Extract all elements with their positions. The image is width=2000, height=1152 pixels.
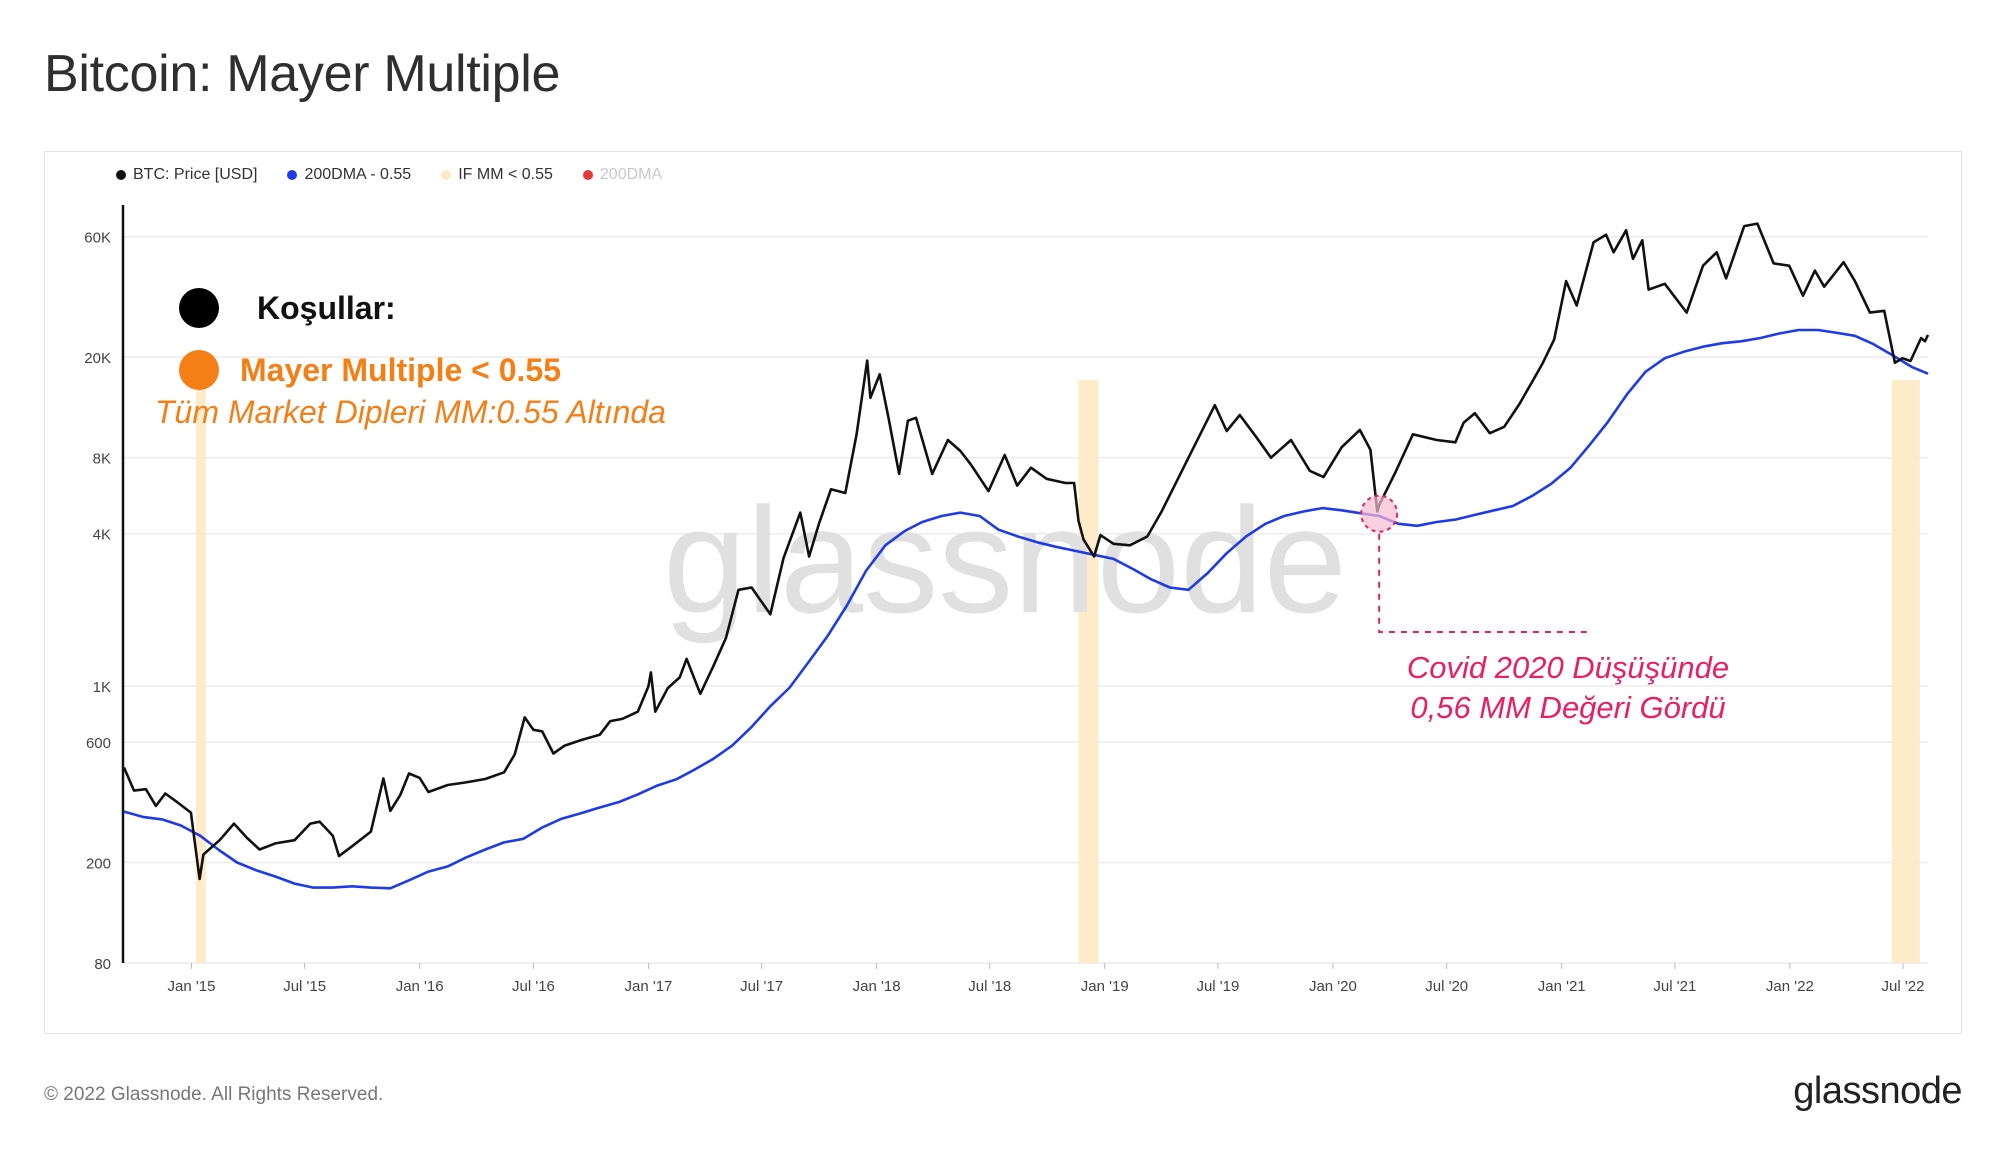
legend-label-200dma: 200DMA (599, 166, 663, 183)
x-tick-label: Jul '19 (1196, 978, 1239, 995)
x-tick-label: Jan '21 (1538, 978, 1586, 995)
y-axis-ticks: 80 200 600 1K 4K 8K 20K 60K (84, 230, 111, 973)
shaded-region-mm (1078, 380, 1099, 963)
footer-brand-logo: glassnode (1793, 1070, 1962, 1112)
legend-item-200dma-055[interactable]: 200DMA - 0.55 (287, 166, 411, 184)
x-tick-label: Jan '19 (1081, 978, 1129, 995)
watermark: glassnode (663, 476, 1347, 644)
y-tick-label: 4K (93, 527, 111, 544)
legend-item-price[interactable]: BTC: Price [USD] (116, 166, 257, 184)
covid-connector (1378, 533, 1588, 633)
page-title: Bitcoin: Mayer Multiple (44, 45, 561, 103)
covid-highlight-circle (1360, 494, 1399, 533)
y-tick-label: 8K (93, 451, 111, 468)
x-tick-label: Jul '20 (1425, 978, 1468, 995)
x-tick-label: Jul '18 (968, 978, 1011, 995)
x-tick-label: Jan '20 (1309, 978, 1357, 995)
legend-label-200dma-055: 200DMA - 0.55 (304, 166, 412, 183)
covid-note-line1: Covid 2020 Düşüşünde (1407, 650, 1729, 685)
y-tick-label: 1K (93, 679, 111, 696)
legend-dot-price (116, 170, 126, 180)
shaded-region-mm (195, 380, 206, 963)
series-lines (122, 222, 1930, 890)
condition-1-label: Mayer Multiple < 0.55 (240, 352, 561, 388)
legend-item-200dma[interactable]: 200DMA (582, 166, 663, 184)
price-line (122, 222, 1930, 881)
covid-note-line2: 0,56 MM Değeri Gördü (1410, 690, 1725, 725)
x-tick-label: Jul '15 (283, 978, 326, 995)
y-tick-label: 20K (84, 350, 111, 367)
x-tick-label: Jan '22 (1766, 978, 1814, 995)
legend-label-price: BTC: Price [USD] (133, 166, 258, 183)
x-axis-ticks: Jan '15 Jul '15 Jan '16 Jul '16 Jan '17 Jul '… (168, 963, 1925, 995)
legend-dot-200dma (582, 170, 593, 180)
y-tick-label: 60K (84, 230, 111, 247)
chart-legend: BTC: Price [USD] 200DMA - 0.55 IF MM < 0… (116, 166, 662, 184)
legend-dot-200dma-055 (287, 170, 298, 180)
x-tick-label: Jul '22 (1882, 978, 1925, 995)
dma-055-line (123, 328, 1929, 890)
shaded-regions (195, 380, 1920, 963)
x-tick-label: Jan '17 (624, 978, 672, 995)
x-tick-label: Jul '21 (1653, 978, 1696, 995)
footer-copyright: © 2022 Glassnode. All Rights Reserved. (44, 1084, 384, 1105)
y-tick-label: 600 (86, 735, 111, 752)
y-tick-label: 80 (94, 956, 111, 973)
legend-dot-if-mm (441, 170, 452, 180)
note-text: Tüm Market Dipleri MM:0.55 Altında (155, 394, 666, 430)
legend-item-if-mm[interactable]: IF MM < 0.55 (441, 166, 553, 184)
legend-label-if-mm: IF MM < 0.55 (458, 166, 553, 183)
x-tick-label: Jan '16 (396, 978, 444, 995)
condition-marker-orange (179, 350, 219, 390)
conditions-label: Koşullar: (257, 290, 396, 326)
y-tick-label: 200 (86, 855, 111, 872)
x-tick-label: Jul '17 (740, 978, 783, 995)
covid-highlight (1360, 494, 1588, 633)
x-tick-label: Jul '16 (512, 978, 555, 995)
shaded-region-mm (1891, 380, 1920, 963)
chart-frame (44, 151, 1962, 1034)
x-tick-label: Jan '18 (853, 978, 901, 995)
x-tick-label: Jan '15 (168, 978, 216, 995)
conditions-marker (179, 288, 219, 328)
